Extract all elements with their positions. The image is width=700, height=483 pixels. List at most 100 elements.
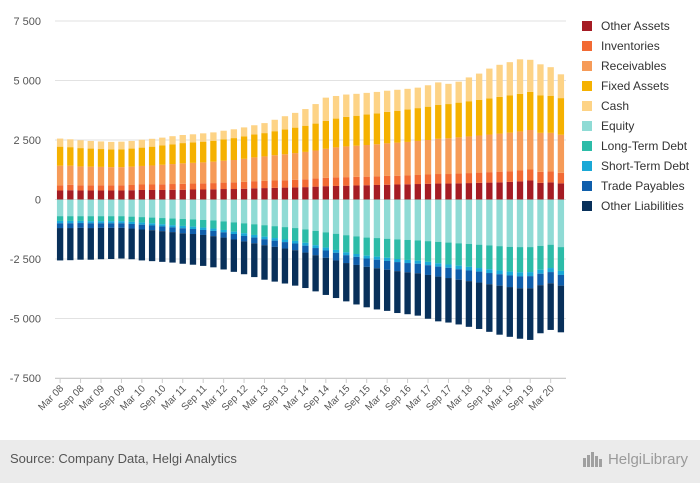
bar-segment (373, 256, 381, 260)
bar-segment (414, 273, 421, 316)
legend-item[interactable]: Cash (582, 96, 689, 116)
legend-item[interactable]: Short-Term Debt (582, 156, 689, 176)
bar-segment (138, 217, 146, 223)
bar-segment (496, 133, 503, 172)
legend-item[interactable]: Trade Payables (582, 176, 689, 196)
bar-segment (475, 182, 483, 200)
legend-label: Equity (601, 119, 635, 133)
bar-segment (486, 269, 493, 274)
bar-segment (424, 140, 432, 175)
bar-segment (363, 258, 370, 267)
bar-segment (353, 115, 360, 146)
bar-segment (251, 224, 258, 235)
bar-segment (383, 238, 391, 258)
bar-segment (77, 216, 84, 221)
bar-segment (557, 183, 565, 200)
bar-segment (87, 216, 94, 222)
legend-item[interactable]: Inventories (582, 36, 689, 56)
bar-segment (230, 239, 238, 272)
bar-segment (455, 173, 462, 184)
bar-segment (486, 284, 493, 332)
bar-segment (424, 174, 432, 184)
bar-segment (547, 244, 554, 269)
bar-segment (445, 242, 452, 265)
bar-segment (77, 185, 84, 191)
bar-segment (343, 252, 350, 256)
legend-label: Fixed Assets (601, 79, 670, 93)
bar-segment (128, 216, 135, 222)
bar-segment (87, 185, 94, 191)
y-tick-label: 5 000 (13, 76, 41, 88)
bar-segment (373, 144, 381, 177)
y-tick-label: -7 500 (10, 373, 41, 385)
bar-segment (271, 246, 278, 282)
bar-segment (332, 147, 340, 178)
bar-segment (394, 199, 401, 240)
bar-segment (445, 199, 452, 243)
bar-segment (138, 224, 146, 230)
bar-segment (465, 101, 473, 137)
legend-item[interactable]: Other Assets (582, 16, 689, 36)
bar-segment (138, 184, 146, 190)
bar-segment (343, 199, 350, 236)
bar-segment (281, 116, 289, 130)
bar-segment (67, 147, 74, 166)
bar-segment (486, 245, 493, 270)
bar-segment (128, 140, 135, 149)
bar-segment (312, 248, 319, 256)
bar-segment (383, 143, 391, 176)
bar-segment (138, 147, 146, 166)
legend-item[interactable]: Long-Term Debt (582, 136, 689, 156)
bar-segment (118, 185, 125, 191)
bar-segment (56, 220, 64, 224)
legend-item[interactable]: Receivables (582, 56, 689, 76)
bar-segment (292, 153, 299, 180)
legend-item[interactable]: Other Liabilities (582, 196, 689, 216)
bar-segment (128, 184, 135, 191)
bar-segment (148, 223, 156, 226)
bar-segment (128, 148, 135, 167)
bar-segment (445, 183, 452, 200)
bar-segment (148, 146, 156, 166)
bar-segment (230, 138, 238, 160)
bar-segment (77, 199, 84, 217)
bar-segment (210, 230, 217, 237)
bar-segment (118, 141, 125, 150)
bar-segment (506, 62, 513, 96)
y-axis: -7 500 -5 000 -2 500 0 2 500 5 000 7 500 (10, 16, 41, 385)
bar-segment (547, 199, 554, 245)
bar-segment (424, 106, 432, 140)
bar-segment (557, 247, 565, 271)
bar-segment (200, 199, 207, 220)
bar-segment (394, 271, 401, 314)
bar-segment (394, 262, 401, 272)
bar-segment (230, 182, 238, 190)
bar-segment (118, 227, 125, 259)
bar-segment (67, 223, 74, 229)
bar-segment (179, 233, 186, 264)
bar-segment (77, 227, 84, 260)
bar-segment (302, 242, 309, 246)
bar-segment (220, 130, 227, 140)
bar-segment (475, 172, 483, 183)
brand-name: HelgiLibrary (607, 450, 688, 468)
bar-segment (271, 226, 278, 239)
bar-segment (97, 199, 105, 217)
bar-segment (322, 232, 329, 248)
legend-item[interactable]: Fixed Assets (582, 76, 689, 96)
bar-segment (108, 227, 115, 259)
bar-segment (537, 199, 544, 246)
bar-segment (465, 270, 473, 282)
legend-item[interactable]: Equity (582, 116, 689, 136)
bar-segment (506, 246, 513, 272)
source-note: Source: Company Data, Helgi Analytics (10, 451, 237, 466)
bar-segment (527, 276, 534, 289)
bar-segment (312, 186, 319, 200)
bar-segment (169, 232, 176, 263)
bar-segment (292, 240, 299, 244)
bar-segment (302, 245, 309, 253)
bar-segment (240, 127, 248, 137)
bar-segment (179, 135, 186, 144)
bar-segment (261, 225, 268, 237)
bar-segment (373, 91, 381, 114)
